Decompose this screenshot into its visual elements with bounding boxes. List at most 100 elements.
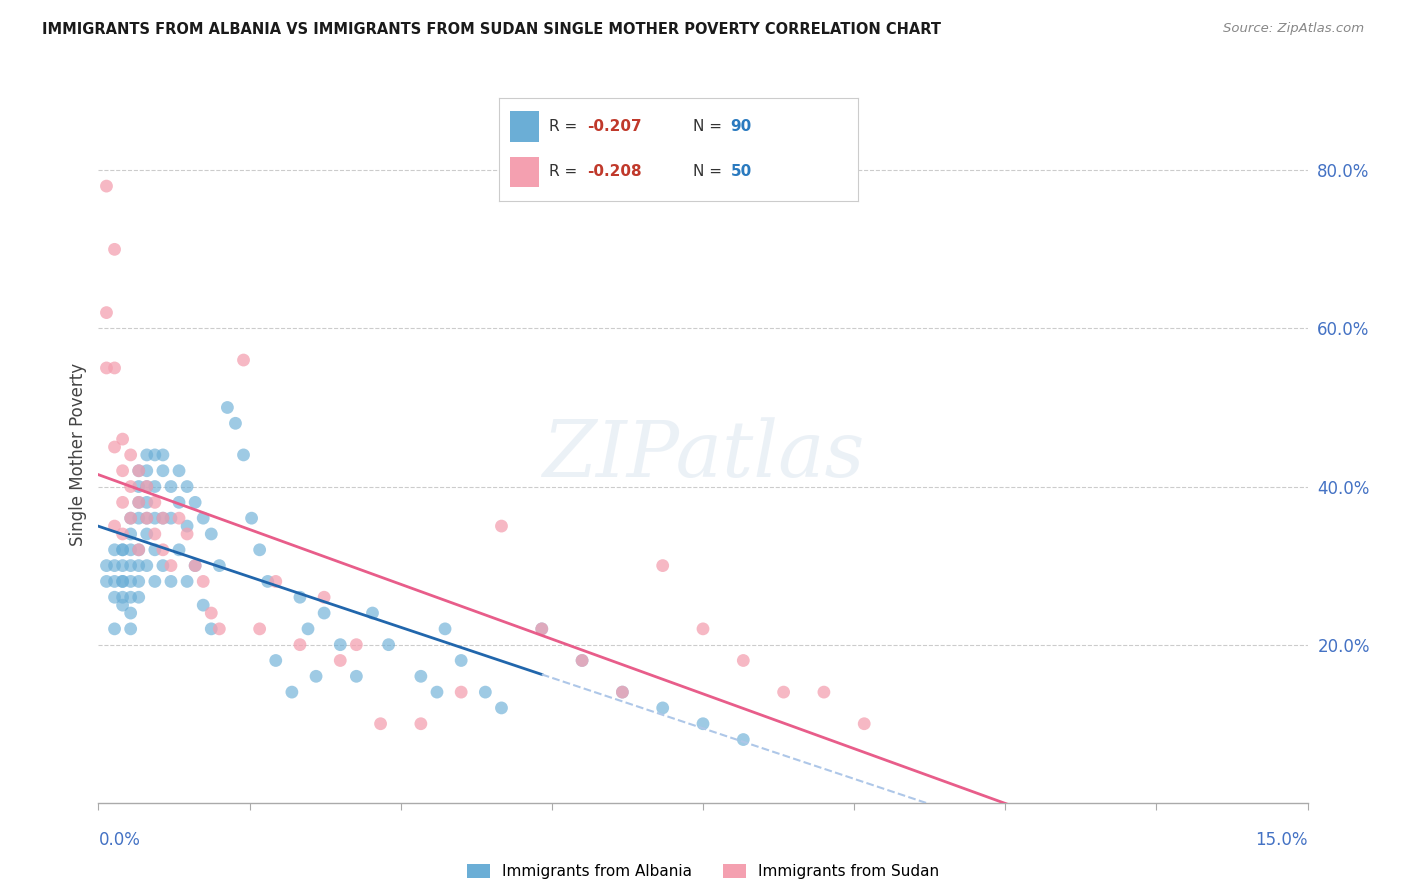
Point <box>450 653 472 667</box>
Point <box>128 511 150 525</box>
Bar <box>510 112 538 142</box>
Point <box>111 464 134 478</box>
Point <box>160 511 183 525</box>
Point <box>249 622 271 636</box>
Point <box>772 685 794 699</box>
Point <box>128 464 150 478</box>
Point <box>111 598 134 612</box>
Point <box>224 417 246 431</box>
Point <box>120 574 142 589</box>
Point <box>96 179 118 194</box>
Point <box>160 558 183 573</box>
Point <box>135 511 157 525</box>
Point <box>474 685 496 699</box>
Text: N =: N = <box>693 164 727 179</box>
Point <box>264 653 287 667</box>
Point <box>176 519 198 533</box>
Point <box>128 464 150 478</box>
Point <box>96 574 118 589</box>
Point <box>120 511 142 525</box>
Text: IMMIGRANTS FROM ALBANIA VS IMMIGRANTS FROM SUDAN SINGLE MOTHER POVERTY CORRELATI: IMMIGRANTS FROM ALBANIA VS IMMIGRANTS FR… <box>42 22 941 37</box>
Point <box>135 558 157 573</box>
Point <box>193 574 215 589</box>
Point <box>167 464 190 478</box>
Point <box>152 464 174 478</box>
Point <box>200 527 222 541</box>
Point <box>120 448 142 462</box>
Point <box>200 622 222 636</box>
Point <box>111 574 134 589</box>
Point <box>240 511 263 525</box>
Point <box>193 511 215 525</box>
Point <box>426 685 449 699</box>
Point <box>111 591 134 605</box>
Point <box>167 495 190 509</box>
Point <box>184 558 207 573</box>
Point <box>176 574 198 589</box>
Point <box>135 479 157 493</box>
Point <box>651 701 673 715</box>
Point <box>160 479 183 493</box>
Point <box>193 598 215 612</box>
Text: 15.0%: 15.0% <box>1256 831 1308 849</box>
Point <box>128 558 150 573</box>
Y-axis label: Single Mother Poverty: Single Mother Poverty <box>69 363 87 547</box>
Point <box>612 685 634 699</box>
Point <box>120 527 142 541</box>
Point <box>120 558 142 573</box>
Point <box>491 701 513 715</box>
Point <box>361 606 384 620</box>
Point <box>571 653 593 667</box>
Point <box>651 558 673 573</box>
Point <box>530 622 553 636</box>
Text: N =: N = <box>693 120 727 135</box>
Point <box>128 479 150 493</box>
Point <box>377 638 399 652</box>
Point <box>176 527 198 541</box>
Point <box>143 495 166 509</box>
Point <box>120 591 142 605</box>
Point <box>249 542 271 557</box>
Point <box>853 716 876 731</box>
Point <box>434 622 457 636</box>
Text: R =: R = <box>550 164 582 179</box>
Point <box>120 622 142 636</box>
Point <box>208 558 231 573</box>
Text: -0.208: -0.208 <box>586 164 641 179</box>
Point <box>232 353 254 368</box>
Point <box>733 732 755 747</box>
Point <box>167 511 190 525</box>
Point <box>176 479 198 493</box>
Point <box>264 574 287 589</box>
Point <box>128 542 150 557</box>
Point <box>103 440 125 454</box>
Point <box>344 669 367 683</box>
Point <box>111 432 134 446</box>
Text: 90: 90 <box>730 120 752 135</box>
Point <box>143 479 166 493</box>
Point <box>314 591 336 605</box>
Point <box>128 574 150 589</box>
Point <box>103 519 125 533</box>
Point <box>143 527 166 541</box>
Point <box>491 519 513 533</box>
Point <box>281 685 304 699</box>
Text: R =: R = <box>550 120 582 135</box>
Point <box>103 591 125 605</box>
Point <box>120 606 142 620</box>
Point <box>96 558 118 573</box>
Point <box>143 448 166 462</box>
Point <box>135 479 157 493</box>
Point <box>184 558 207 573</box>
Text: ZIPatlas: ZIPatlas <box>541 417 865 493</box>
Point <box>135 495 157 509</box>
Point <box>288 638 311 652</box>
Bar <box>510 157 538 187</box>
Point <box>256 574 278 589</box>
Point <box>128 591 150 605</box>
Point <box>692 622 714 636</box>
Legend: Immigrants from Albania, Immigrants from Sudan: Immigrants from Albania, Immigrants from… <box>461 858 945 886</box>
Point <box>135 464 157 478</box>
Point <box>120 542 142 557</box>
Point <box>314 606 336 620</box>
